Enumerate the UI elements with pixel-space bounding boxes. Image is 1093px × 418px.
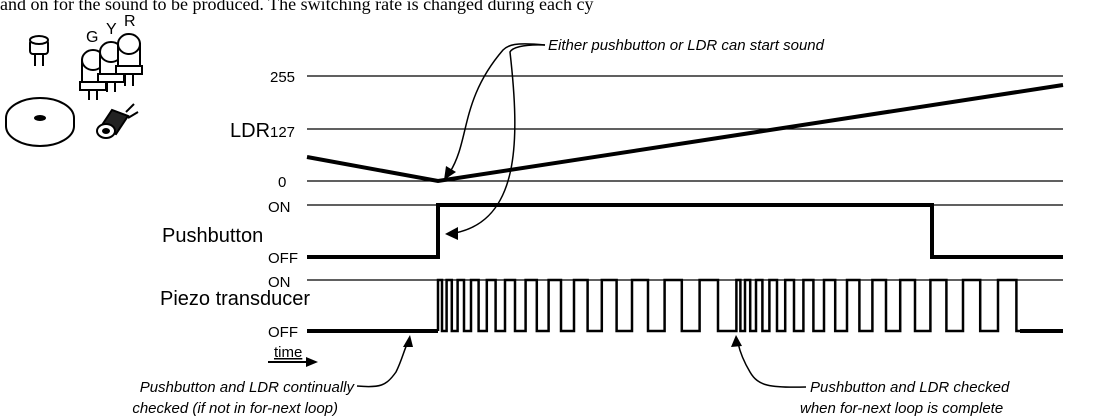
piezo-disc-icon xyxy=(5,97,75,147)
either-arrow-pushbutton xyxy=(454,44,546,234)
either-arrow-ldr xyxy=(449,43,546,173)
time-label: time xyxy=(274,344,302,361)
piezo-on-label: ON xyxy=(268,274,291,291)
pushbutton-signal: Pushbutton ON OFF xyxy=(162,199,1063,267)
right-annotation-line1: Pushbutton and LDR checked xyxy=(810,379,1010,396)
led-label-y: Y xyxy=(106,21,117,38)
right-annotation: Pushbutton and LDR checked when for-next… xyxy=(731,335,1010,417)
led-label-g: G xyxy=(86,29,98,46)
left-annotation: Pushbutton and LDR continually checked (… xyxy=(132,335,413,417)
left-annotation-arrow xyxy=(356,341,409,388)
ldr-label: LDR xyxy=(230,120,270,142)
pushbutton-off-label: OFF xyxy=(268,250,298,267)
ldr-trace xyxy=(306,83,1064,184)
either-annotation-text: Either pushbutton or LDR can start sound xyxy=(548,37,825,54)
piezo-label: Piezo transducer xyxy=(160,288,310,310)
ldr-tick-255: 255 xyxy=(270,69,295,86)
piezo-trace xyxy=(436,278,1035,333)
left-annotation-line2: checked (if not in for-next loop) xyxy=(132,400,338,417)
ldr-sensor-icon xyxy=(29,35,49,66)
pushbutton-icon xyxy=(96,103,139,139)
piezo-signal: Piezo transducer ON OFF xyxy=(160,274,1063,341)
left-annotation-line1: Pushbutton and LDR continually xyxy=(140,379,356,396)
right-annotation-arrow xyxy=(737,342,807,388)
either-annotation: Either pushbutton or LDR can start sound xyxy=(444,37,825,240)
piezo-off-label: OFF xyxy=(268,324,298,341)
pushbutton-on-label: ON xyxy=(268,199,291,216)
pushbutton-label: Pushbutton xyxy=(162,225,263,247)
time-arrow: time xyxy=(268,344,318,367)
page-top-text: and on for the sound to be produced. The… xyxy=(0,0,594,14)
components-illustration: G Y R xyxy=(5,13,143,147)
ldr-tick-127: 127 xyxy=(270,124,295,141)
led-icons: G Y R xyxy=(79,13,143,100)
pushbutton-trace xyxy=(307,203,1063,259)
ldr-signal: LDR 255 127 0 xyxy=(230,69,1064,191)
led-label-r: R xyxy=(124,13,136,30)
right-annotation-line2: when for-next loop is complete xyxy=(800,400,1003,417)
ldr-tick-0: 0 xyxy=(278,174,286,191)
